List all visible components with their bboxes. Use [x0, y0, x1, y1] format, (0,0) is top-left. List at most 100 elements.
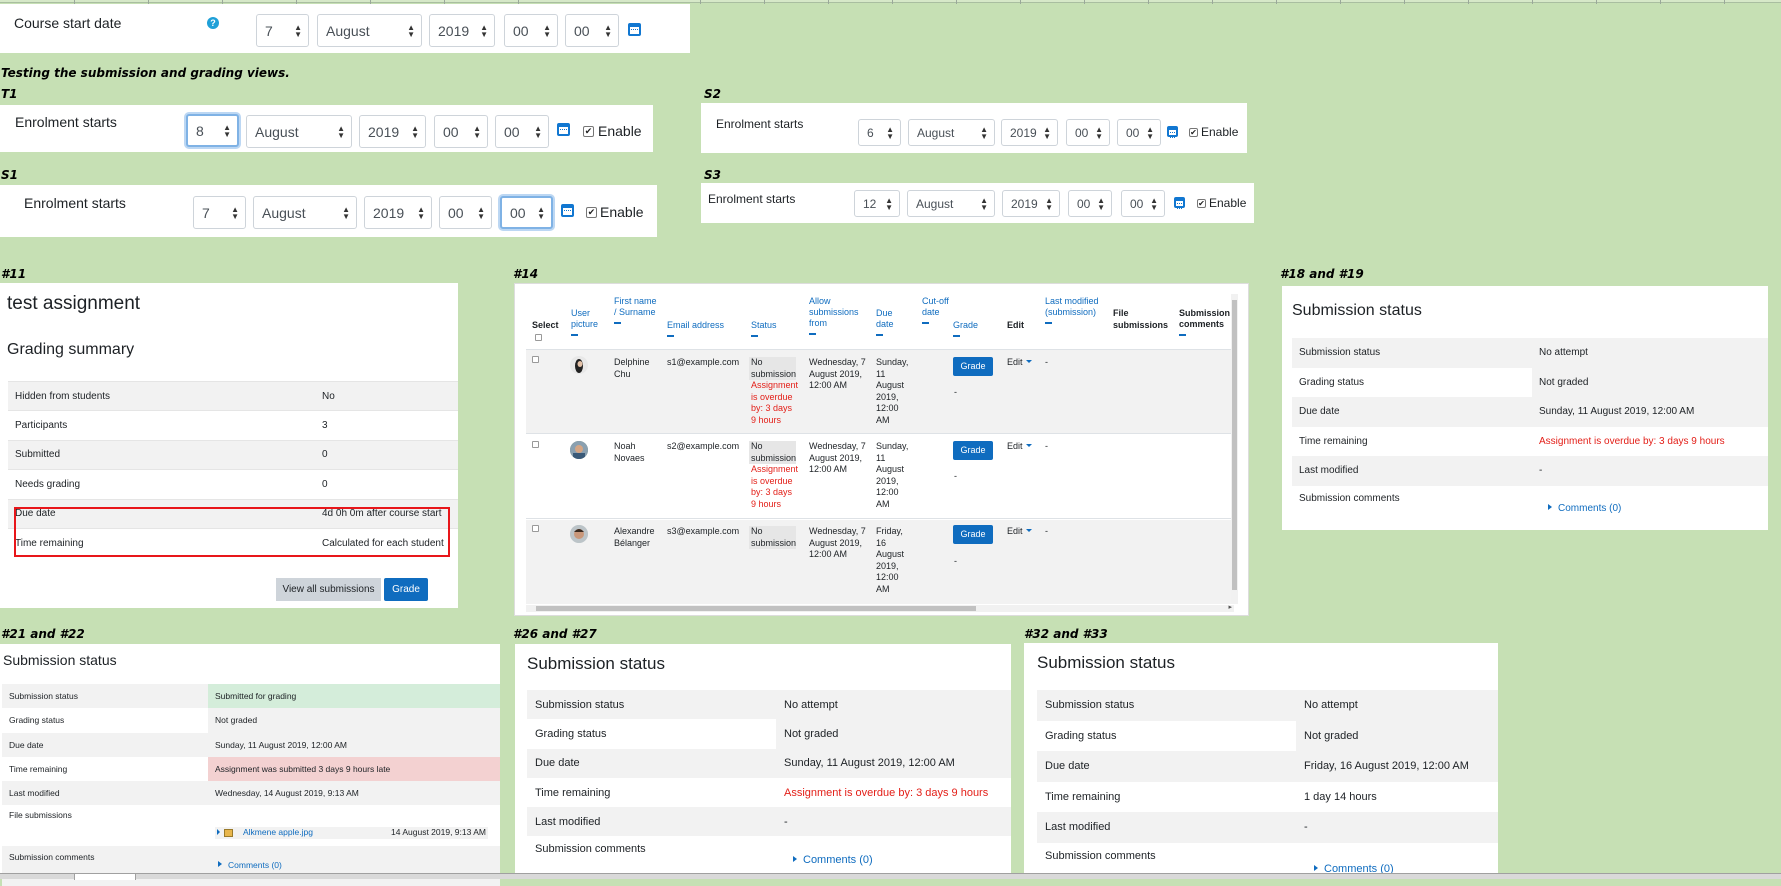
- s2-month-select[interactable]: August ▲ ▼: [908, 119, 995, 146]
- row-key: Due date: [9, 739, 44, 750]
- student-name-link[interactable]: Noah Novaes: [614, 441, 645, 463]
- calendar-icon[interactable]: [628, 23, 641, 36]
- row-value: Sunday, 11 August 2019, 12:00 AM: [784, 757, 955, 770]
- comments-link[interactable]: Comments (0): [1539, 493, 1621, 514]
- table-row: Due date 4d 0h 0m after course start: [8, 498, 458, 528]
- s3-hour-select[interactable]: 00 ▲ ▼: [1068, 190, 1112, 217]
- grade-button[interactable]: Grade: [953, 525, 993, 544]
- submission-status-panel-18: Submission status Submission status No at…: [1282, 286, 1768, 530]
- col-allow-from[interactable]: Allow submissions from: [809, 296, 869, 335]
- chevron-updown-icon: ▲ ▼: [223, 122, 231, 139]
- calendar-icon[interactable]: [561, 204, 574, 217]
- grade-button[interactable]: Grade: [384, 578, 428, 601]
- t1-hour-select[interactable]: 00 ▲ ▼: [434, 115, 488, 148]
- s2-hour-select[interactable]: 00 ▲ ▼: [1066, 119, 1110, 146]
- row-key: Due date: [1045, 760, 1090, 773]
- sheet-tab[interactable]: [74, 874, 136, 880]
- course-start-day-select[interactable]: 7 ▲ ▼: [256, 14, 309, 47]
- course-start-label: Course start date: [14, 15, 122, 31]
- sort-dash-icon: [751, 335, 758, 337]
- file-entry[interactable]: Alkmene apple.jpg 14 August 2019, 9:13 A…: [215, 827, 488, 840]
- enrolment-starts-label: Enrolment starts: [15, 114, 117, 130]
- table-row: [526, 520, 1234, 604]
- comments-label: Comments (0): [1324, 862, 1394, 875]
- view-all-submissions-button[interactable]: View all submissions: [276, 578, 381, 601]
- s3-year-select[interactable]: 2019 ▲ ▼: [1002, 190, 1060, 217]
- col-email[interactable]: Email address: [667, 320, 737, 337]
- t1-minute-select[interactable]: 00 ▲ ▼: [495, 115, 549, 148]
- due-date-cell: Sunday, 11 August 2019, 12:00 AM: [876, 357, 909, 425]
- s1-hour-select[interactable]: 00 ▲ ▼: [439, 196, 492, 229]
- s1-day-select[interactable]: 7 ▲ ▼: [193, 196, 246, 229]
- scrollbar-thumb[interactable]: [536, 606, 976, 611]
- s3-minute-select[interactable]: 00 ▲ ▼: [1121, 190, 1165, 217]
- sort-dash-icon: [922, 322, 929, 324]
- table-row: Submission comments Comments (0): [1292, 485, 1768, 521]
- s1-year-select[interactable]: 2019 ▲ ▼: [364, 196, 432, 229]
- col-grade[interactable]: Grade: [953, 320, 983, 337]
- scrollbar-thumb[interactable]: [1232, 300, 1237, 590]
- col-cutoff[interactable]: Cut-off date: [922, 296, 950, 324]
- t1-month-select[interactable]: August ▲ ▼: [246, 115, 352, 148]
- col-due[interactable]: Due date: [876, 308, 904, 336]
- col-status[interactable]: Status: [751, 320, 791, 337]
- col-select: Select: [532, 320, 559, 343]
- t1-enable-checkbox[interactable]: ✔: [583, 126, 594, 137]
- table-row: Submission status No attempt: [1292, 338, 1768, 368]
- header-label: Select: [532, 320, 559, 330]
- s1-month-select[interactable]: August ▲ ▼: [253, 196, 357, 229]
- avatar: [570, 356, 588, 374]
- t1-year-select[interactable]: 2019 ▲ ▼: [359, 115, 426, 148]
- col-user-picture[interactable]: User picture: [571, 308, 603, 336]
- row-checkbox[interactable]: [532, 356, 539, 363]
- grade-button[interactable]: Grade: [953, 441, 993, 460]
- table-row: Time remaining Assignment is overdue by: …: [1292, 426, 1768, 456]
- comments-link[interactable]: Comments (0): [218, 860, 282, 870]
- select-value: 7: [202, 204, 210, 221]
- header-label: First name / Surname: [614, 296, 657, 317]
- s2-day-select[interactable]: 6 ▲ ▼: [858, 119, 901, 146]
- scroll-right-icon[interactable]: ▸: [1228, 604, 1232, 611]
- file-link[interactable]: Alkmene apple.jpg: [243, 827, 313, 838]
- col-last-modified[interactable]: Last modified (submission): [1045, 296, 1101, 324]
- chevron-updown-icon: ▲ ▼: [407, 22, 415, 39]
- grade-button[interactable]: Grade: [953, 357, 993, 376]
- s3-enable-checkbox[interactable]: ✔: [1197, 199, 1206, 208]
- col-name[interactable]: First name / Surname: [614, 296, 658, 324]
- s2-minute-select[interactable]: 00 ▲ ▼: [1117, 119, 1161, 146]
- select-all-checkbox[interactable]: [535, 333, 542, 341]
- student-name-link[interactable]: Alexandre Bélanger: [614, 526, 655, 548]
- table-row: Grading status Not graded: [1037, 720, 1498, 751]
- edit-menu[interactable]: Edit: [1007, 441, 1032, 453]
- s3-day-select[interactable]: 12 ▲ ▼: [854, 190, 900, 217]
- course-start-year-select[interactable]: 2019 ▲ ▼: [429, 14, 495, 47]
- calendar-icon[interactable]: [557, 123, 570, 136]
- t1-day-select[interactable]: 8 ▲ ▼: [186, 114, 239, 147]
- horizontal-scrollbar[interactable]: ▸: [526, 604, 1234, 612]
- help-icon[interactable]: ?: [207, 17, 219, 29]
- status-cell: No submission Assignment is overdue by: 3…: [749, 357, 798, 426]
- s2-enable-checkbox[interactable]: ✔: [1189, 128, 1198, 137]
- edit-menu[interactable]: Edit: [1007, 357, 1032, 369]
- row-checkbox[interactable]: [532, 525, 539, 532]
- calendar-icon[interactable]: [1167, 126, 1178, 138]
- vertical-scrollbar[interactable]: [1231, 294, 1238, 604]
- row-key: Submission status: [1045, 699, 1135, 712]
- s1-enable-checkbox[interactable]: ✔: [586, 207, 597, 218]
- course-start-minute-select[interactable]: 00 ▲ ▼: [565, 14, 619, 47]
- s2-year-select[interactable]: 2019 ▲ ▼: [1001, 119, 1058, 146]
- student-name-link[interactable]: Delphine Chu: [614, 357, 650, 379]
- s1-minute-select[interactable]: 00 ▲ ▼: [500, 196, 553, 229]
- edit-menu[interactable]: Edit: [1007, 526, 1032, 538]
- row-checkbox[interactable]: [532, 441, 539, 448]
- calendar-icon[interactable]: [1174, 197, 1185, 209]
- course-start-month-select[interactable]: August ▲ ▼: [317, 14, 422, 47]
- s3-month-select[interactable]: August ▲ ▼: [907, 190, 995, 217]
- last-modified-cell: -: [1045, 441, 1048, 451]
- comments-link[interactable]: Comments (0): [1314, 863, 1394, 875]
- comments-link[interactable]: Comments (0): [793, 854, 873, 866]
- col-submission-comments[interactable]: Submission comments: [1179, 308, 1231, 336]
- select-value: 2019: [1010, 125, 1037, 140]
- course-start-hour-select[interactable]: 00 ▲ ▼: [504, 14, 558, 47]
- row-value: Not graded: [208, 708, 500, 733]
